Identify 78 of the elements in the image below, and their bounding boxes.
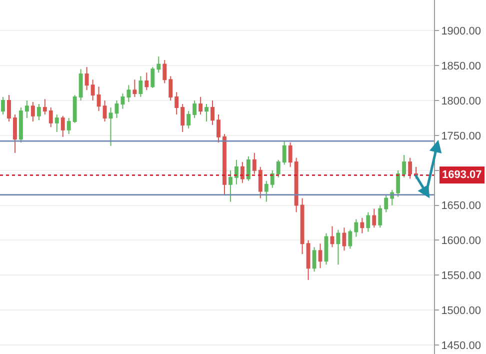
y-tick-label: 1600.00 xyxy=(441,235,481,248)
candlestick xyxy=(402,154,406,178)
candlestick xyxy=(138,76,143,98)
candlestick xyxy=(72,94,77,124)
candlestick xyxy=(252,152,256,174)
candlestick xyxy=(90,79,95,102)
candlestick xyxy=(396,170,400,198)
y-tick-label: 1800.00 xyxy=(441,95,481,108)
candlestick xyxy=(150,66,155,88)
candlestick xyxy=(30,101,35,122)
candlestick xyxy=(222,134,226,196)
ref-line-label: 1693.07 xyxy=(442,169,482,181)
candlestick xyxy=(198,96,202,116)
y-tick-label: 1900.00 xyxy=(441,26,481,38)
candlestick xyxy=(13,114,17,154)
candlestick xyxy=(192,100,197,118)
y-tick-label: 1850.00 xyxy=(441,60,481,72)
candlestick xyxy=(288,142,292,168)
candlestick xyxy=(144,72,149,91)
candlestick xyxy=(54,114,59,132)
candlestick xyxy=(276,159,280,178)
candlestick xyxy=(216,114,220,143)
candlestick xyxy=(246,156,250,182)
candlestick xyxy=(156,56,161,74)
candlestick xyxy=(378,204,382,228)
candlestick xyxy=(186,110,191,129)
y-tick-label: 1550.00 xyxy=(441,270,481,282)
candlestick xyxy=(102,100,107,122)
candlestick xyxy=(162,60,167,84)
candlestick xyxy=(234,159,238,185)
candlestick xyxy=(36,104,41,121)
candlestick xyxy=(336,229,340,266)
candlestick xyxy=(60,115,65,138)
candlestick xyxy=(330,226,334,248)
candlestick xyxy=(114,100,119,118)
candlestick xyxy=(300,198,304,255)
candlestick xyxy=(96,86,101,112)
candlestick xyxy=(270,170,274,188)
candlestick xyxy=(294,157,298,213)
candlestick xyxy=(1,96,5,116)
y-tick-label: 1650.00 xyxy=(441,200,481,212)
candlestick xyxy=(228,170,232,202)
candlestick xyxy=(84,66,89,91)
candlestick xyxy=(318,243,322,269)
candlestick xyxy=(48,107,53,128)
candlestick xyxy=(360,217,364,234)
candlestick xyxy=(180,104,185,132)
candlestick xyxy=(7,94,11,122)
candlestick xyxy=(258,166,262,199)
candlestick xyxy=(174,92,179,116)
candlestick xyxy=(306,240,310,280)
candlestick xyxy=(210,100,214,126)
candlestick xyxy=(384,194,388,213)
candlestick xyxy=(24,100,29,118)
candlestick xyxy=(342,227,346,252)
candlestick xyxy=(126,84,131,102)
candlestick xyxy=(348,229,352,250)
y-tick-label: 1450.00 xyxy=(441,340,481,352)
candlestick xyxy=(324,232,328,266)
y-tick-label: 1750.00 xyxy=(441,130,481,142)
candlestick xyxy=(312,246,316,272)
candlestick xyxy=(78,68,83,102)
candlestick xyxy=(354,218,358,238)
candlestick xyxy=(282,140,286,166)
candlestick xyxy=(366,212,370,232)
candlestick xyxy=(132,79,137,98)
candlestick xyxy=(108,107,113,146)
candlestick xyxy=(42,98,47,116)
candlestick xyxy=(18,107,23,143)
candlestick xyxy=(240,161,244,184)
candlestick xyxy=(66,118,71,135)
candlestick xyxy=(264,180,268,202)
candlestick xyxy=(204,104,208,122)
candlestick xyxy=(168,76,173,102)
candlestick xyxy=(372,208,376,228)
y-tick-label: 1500.00 xyxy=(441,304,481,317)
candlestick xyxy=(120,93,125,110)
candlestick xyxy=(408,157,412,180)
